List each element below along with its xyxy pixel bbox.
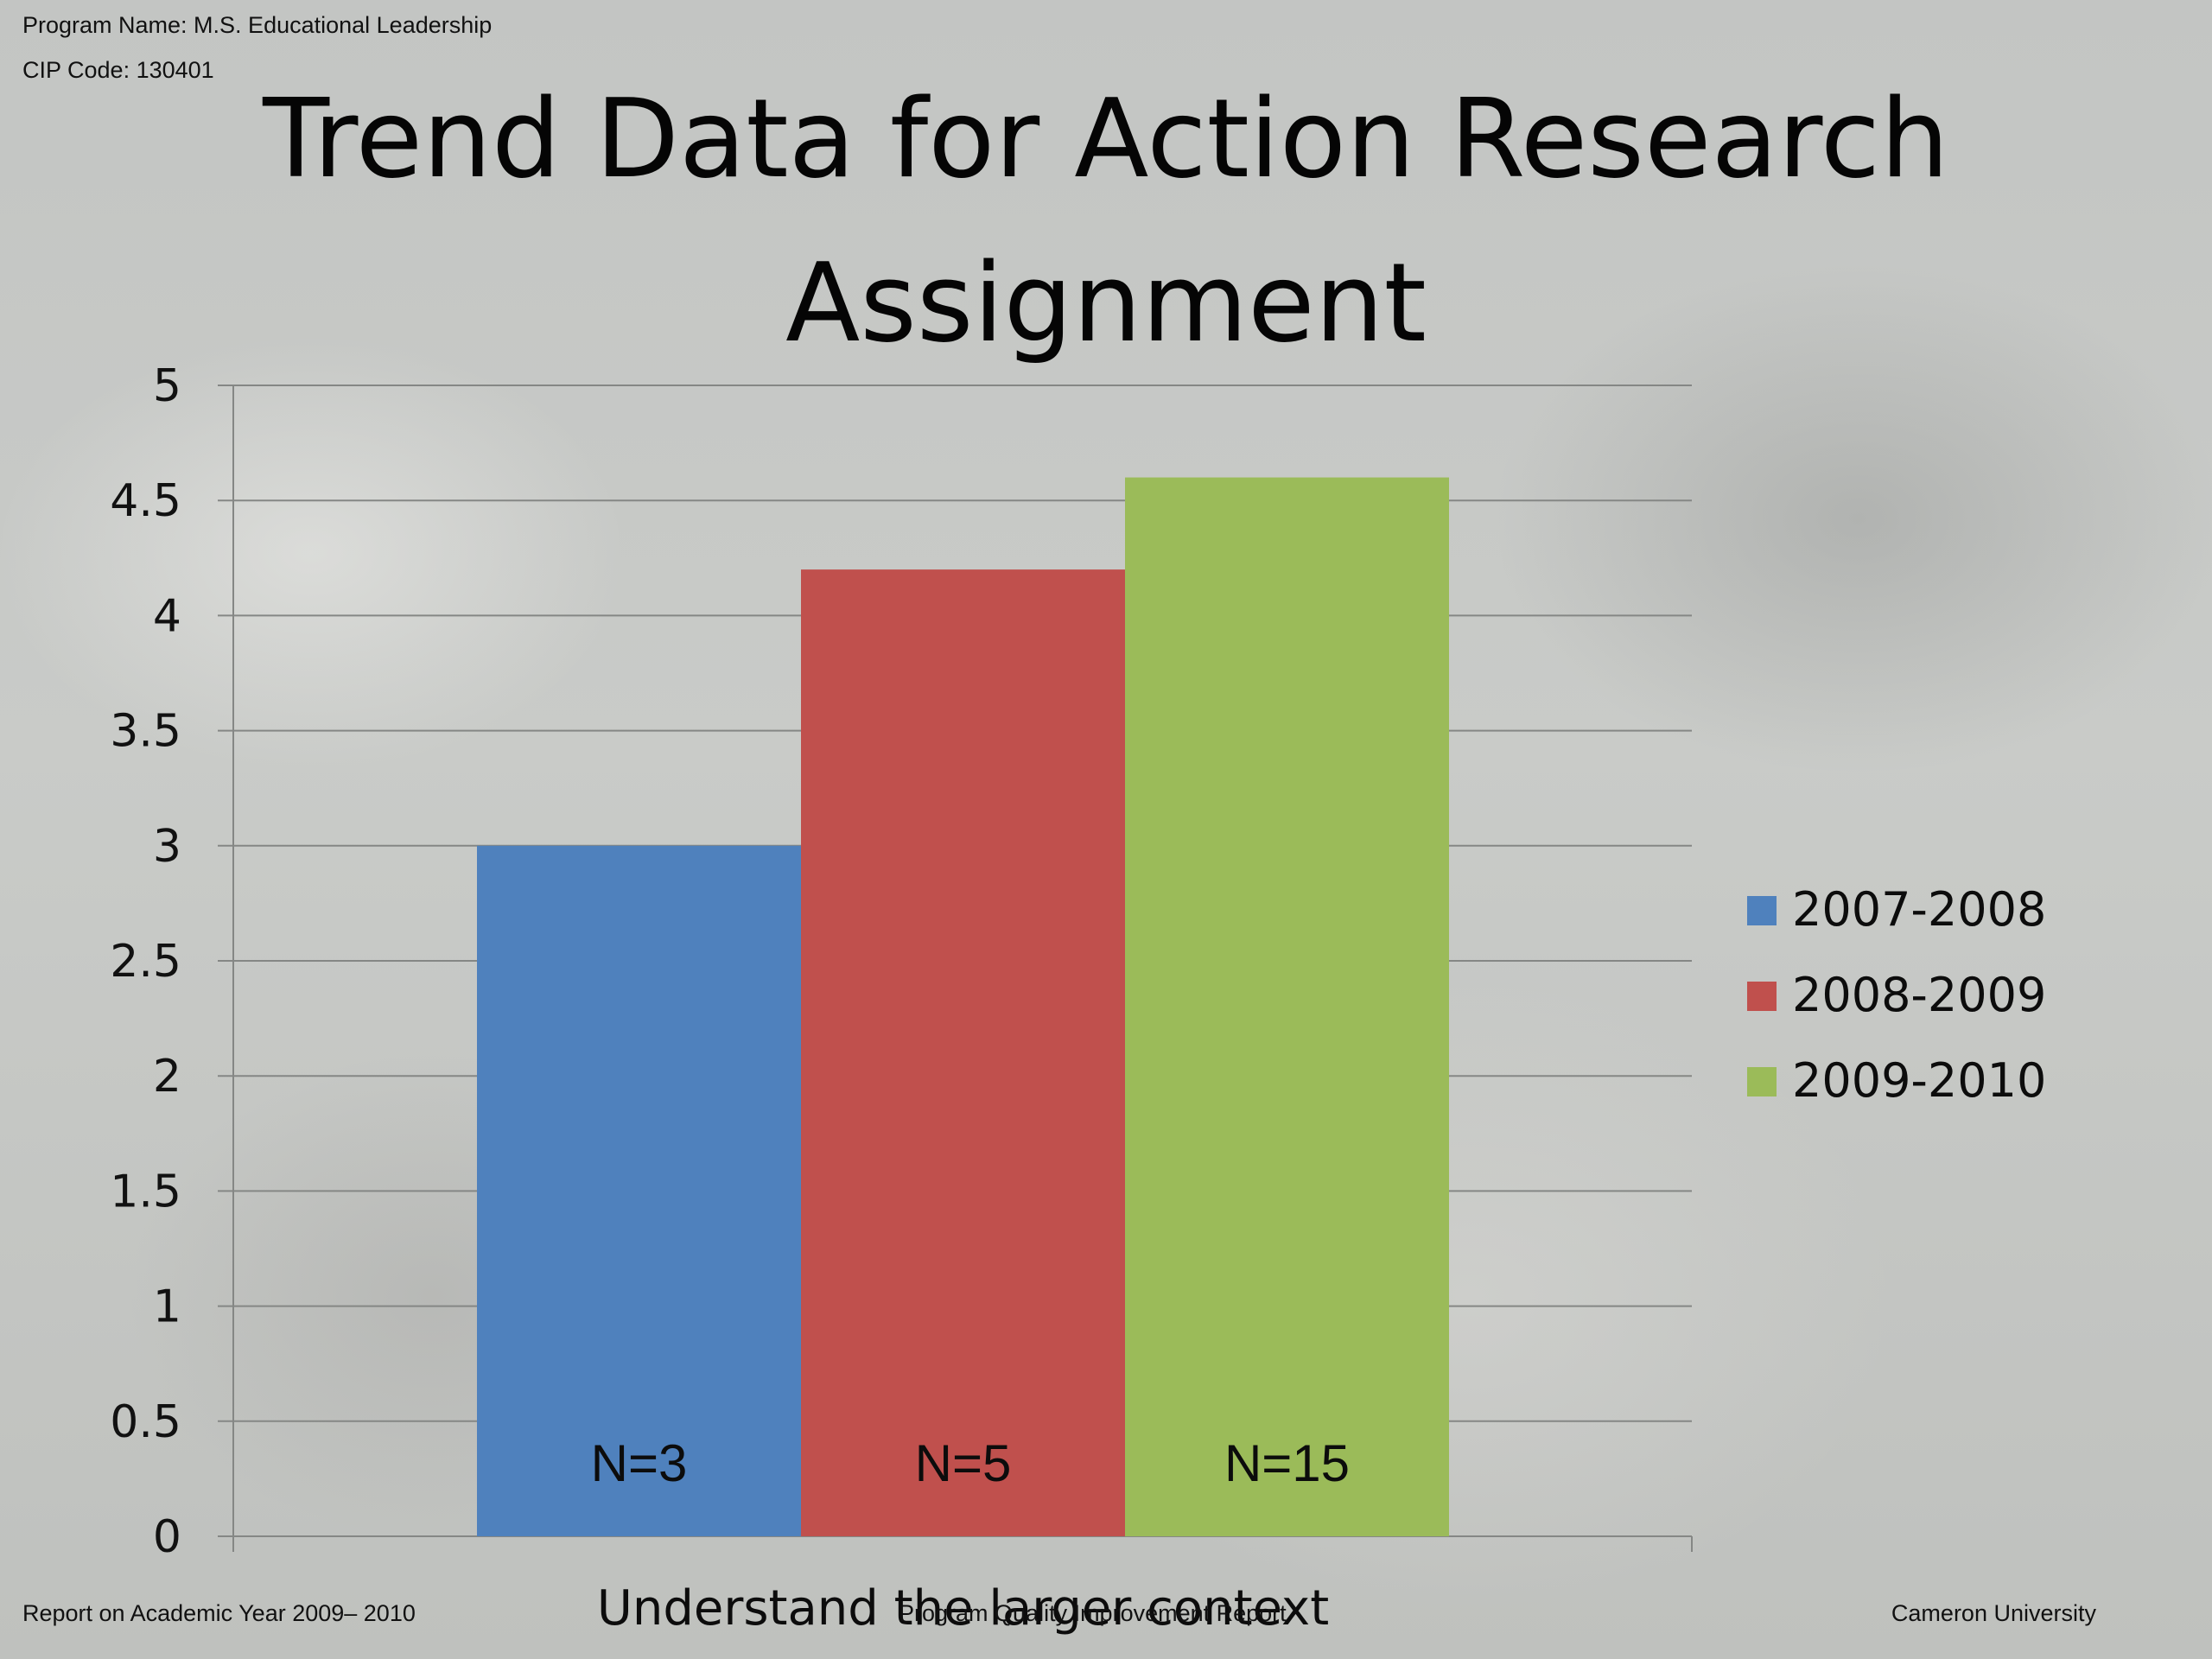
footer-report-name: Program Quality Improvement Report [899,1600,1287,1626]
chart-title: Trend Data for Action Research Assignmen… [263,75,1949,366]
bar-2009-2010 [1125,477,1449,1536]
y-tick-label: 4.5 [110,475,181,527]
program-name: Program Name: M.S. Educational Leadershi… [22,12,493,38]
footer-institution: Cameron University [1891,1600,2096,1626]
y-tick-label: 0 [153,1511,181,1563]
legend-swatch-2008-2009 [1747,982,1777,1011]
legend: 2007-2008 2008-2009 2009-2010 [1747,882,2046,1108]
footer-report-year: Report on Academic Year 2009– 2010 [22,1600,416,1626]
bar-label-2009-2010: N=15 [1224,1434,1350,1492]
legend-label-2008-2009: 2008-2009 [1792,968,2046,1022]
y-tick-label: 2 [153,1051,181,1103]
legend-label-2007-2008: 2007-2008 [1792,882,2046,937]
y-tick-label: 1.5 [110,1166,181,1217]
bar-2007-2008 [477,845,801,1536]
legend-swatch-2007-2008 [1747,896,1777,925]
y-tick-label: 4 [153,590,181,642]
y-tick-label: 3 [153,821,181,873]
legend-swatch-2009-2010 [1747,1067,1777,1096]
bars [477,477,1449,1536]
y-tick-label: 2.5 [110,936,181,988]
legend-label-2009-2010: 2009-2010 [1792,1053,2046,1108]
y-tick-label: 3.5 [110,706,181,758]
x-axis-labels: Understand the larger context [597,1580,1329,1637]
y-tick-label: 1 [153,1281,181,1333]
y-axis-ticks: 0 0.5 1 1.5 2 2.5 3 3.5 4 4.5 5 [110,360,181,1563]
bar-label-2007-2008: N=3 [591,1434,688,1492]
x-category-label: Understand the larger context [597,1580,1329,1637]
bar-labels: N=3 N=5 N=15 [591,1434,1350,1492]
bar-label-2008-2009: N=5 [915,1434,1012,1492]
cip-code: CIP Code: 130401 [22,57,214,83]
bar-2008-2009 [801,569,1125,1536]
y-tick-label: 5 [153,360,181,412]
y-tick-label: 0.5 [110,1396,181,1448]
